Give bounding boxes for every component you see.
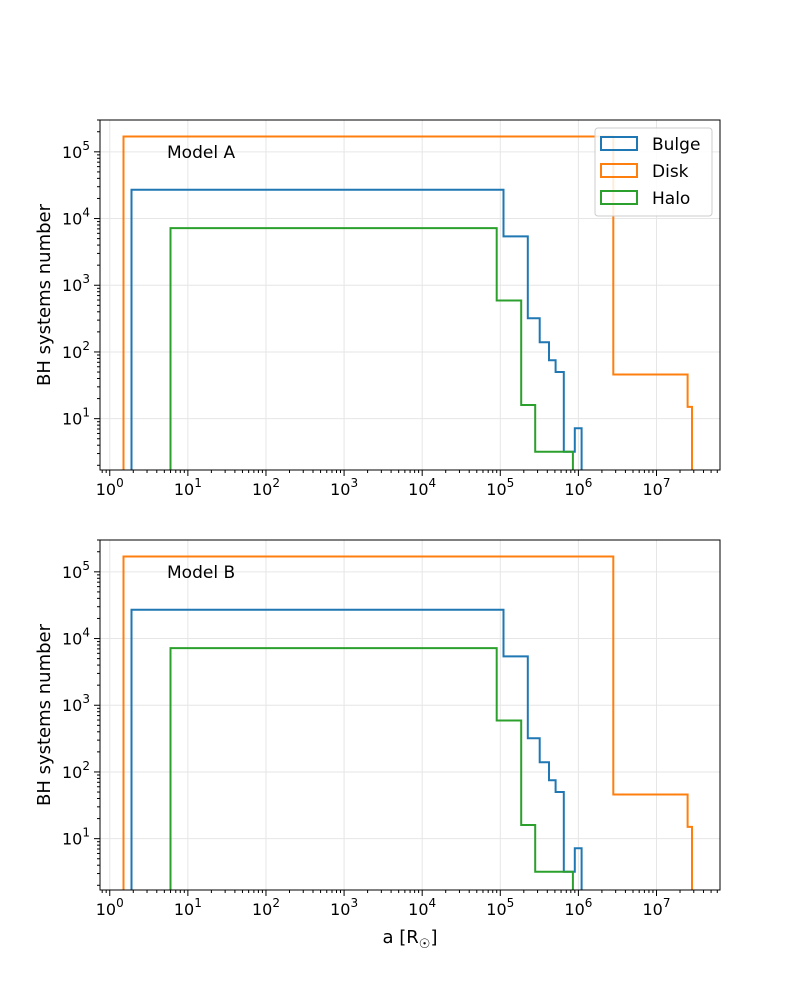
x-tick-label: 103 [330, 896, 358, 919]
y-tick-label: 102 [62, 339, 90, 362]
x-tick-label: 102 [252, 896, 280, 919]
legend-label-bulge: Bulge [652, 135, 700, 155]
x-tick-label: 103 [330, 476, 358, 499]
x-tick-label: 100 [96, 476, 124, 499]
series-bulge-step [130, 188, 583, 470]
x-tick-label: 106 [564, 896, 592, 919]
x-tick-label: 100 [96, 896, 124, 919]
series-halo-step [169, 647, 574, 890]
x-axis-label: a [R☉] [383, 927, 438, 952]
series-disk-step [122, 555, 693, 890]
y-tick-label: 103 [62, 692, 90, 715]
panel-model-a: 100 101 102 103 104 105 106 107 101 102 103 104 105 M… [34, 119, 721, 499]
legend-swatch-bulge [600, 136, 638, 151]
series-bulge-step [130, 608, 583, 890]
legend: Bulge Disk Halo [594, 127, 713, 217]
model-annotation: Model B [167, 563, 235, 583]
x-tick-label: 101 [174, 476, 202, 499]
axes-frame [99, 539, 721, 891]
y-axis-label: BH systems number [34, 203, 55, 386]
x-tick-label: 104 [408, 896, 436, 919]
x-tick-label: 102 [252, 476, 280, 499]
y-axis-label: BH systems number [34, 623, 55, 806]
legend-swatch-disk [600, 163, 638, 178]
y-tick-label: 105 [62, 559, 90, 582]
x-tick-label: 107 [643, 476, 671, 499]
legend-label-disk: Disk [652, 162, 689, 182]
x-tick-label: 106 [564, 476, 592, 499]
series-disk-step [122, 135, 693, 470]
x-tick-label: 105 [486, 476, 514, 499]
y-tick-label: 101 [62, 406, 90, 429]
model-annotation: Model A [167, 143, 235, 163]
y-tick-label: 104 [62, 626, 90, 649]
y-tick-label: 101 [62, 826, 90, 849]
series-halo-step [169, 227, 574, 470]
y-tick-label: 104 [62, 206, 90, 229]
x-tick-label: 105 [486, 896, 514, 919]
legend-label-halo: Halo [652, 189, 690, 209]
x-tick-label: 104 [408, 476, 436, 499]
x-tick-label: 101 [174, 896, 202, 919]
x-tick-label: 107 [643, 896, 671, 919]
y-tick-label: 102 [62, 759, 90, 782]
y-tick-label: 105 [62, 139, 90, 162]
legend-swatch-halo [600, 190, 638, 205]
y-tick-label: 103 [62, 272, 90, 295]
panel-model-b: 100 101 102 103 104 105 106 107 101 102 103 104 105 M… [34, 539, 721, 952]
